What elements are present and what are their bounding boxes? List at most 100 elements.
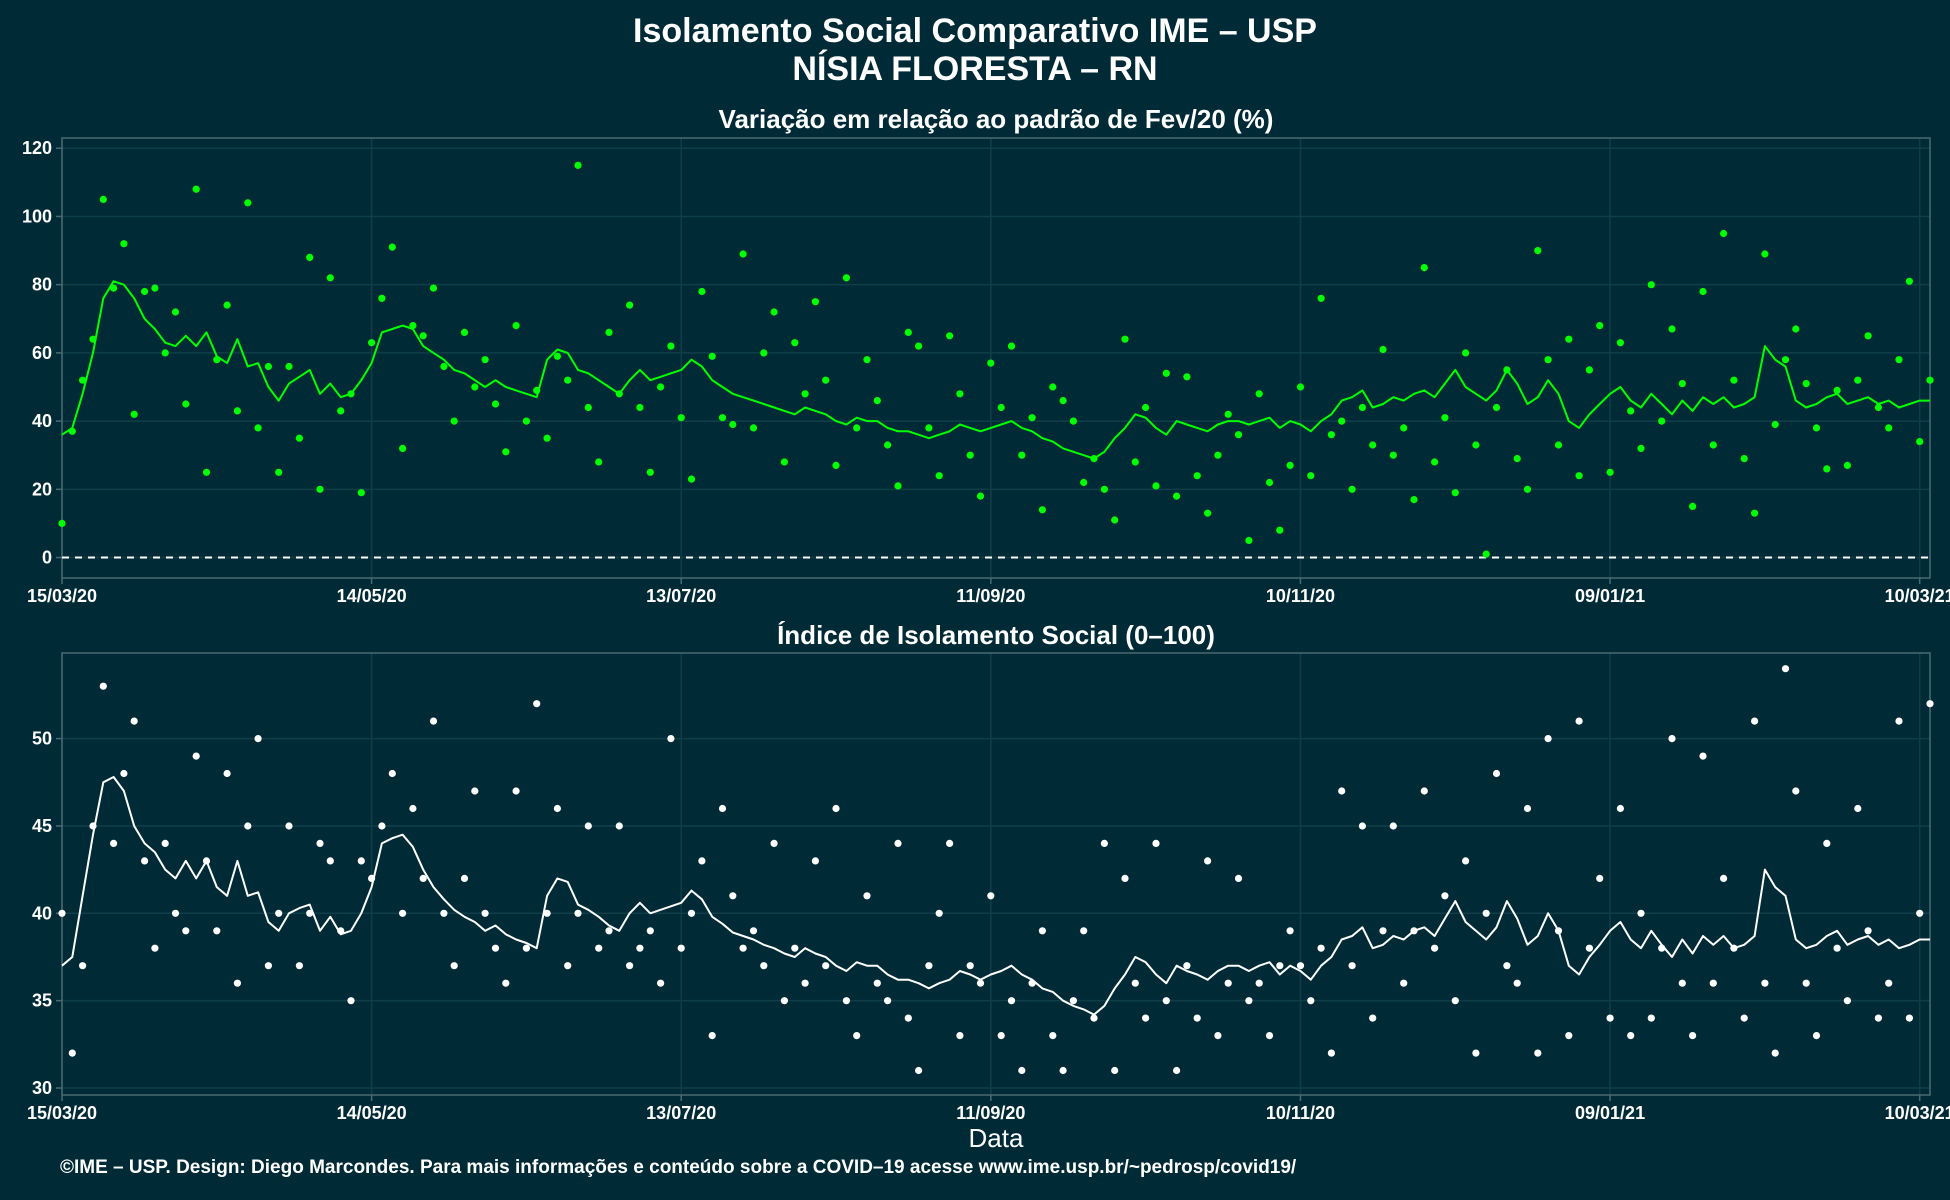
data-point: [295, 962, 303, 970]
data-point: [161, 349, 169, 357]
data-point: [584, 403, 592, 412]
data-point: [120, 769, 128, 778]
data-point: [1534, 247, 1542, 255]
data-point: [729, 420, 737, 429]
data-point: [1441, 892, 1449, 900]
data-point: [1616, 804, 1624, 813]
data-point: [481, 909, 489, 917]
x-tick-label: 13/07/20: [646, 586, 716, 606]
data-point: [1637, 444, 1645, 452]
data-point: [904, 328, 912, 336]
data-point: [1854, 804, 1862, 813]
data-point: [863, 356, 871, 364]
data-point: [739, 944, 747, 952]
moving-average-line: [61, 776, 1930, 1016]
data-point: [1647, 1014, 1655, 1022]
data-point: [1492, 769, 1501, 778]
data-point: [110, 839, 118, 848]
data-point: [1472, 441, 1480, 449]
data-point: [894, 482, 902, 490]
data-point: [956, 390, 964, 398]
data-point: [1111, 516, 1119, 524]
data-point: [399, 444, 407, 452]
data-point: [1327, 1049, 1335, 1057]
data-point: [1492, 403, 1501, 412]
data-point: [946, 332, 954, 340]
data-point: [1596, 322, 1604, 330]
data-point: [1689, 1032, 1697, 1040]
data-point: [130, 717, 138, 725]
data-point: [1720, 229, 1728, 238]
data-point: [378, 822, 386, 830]
data-point: [760, 349, 768, 357]
data-point: [1812, 424, 1821, 432]
data-point: [1162, 997, 1170, 1005]
data-point: [677, 414, 685, 422]
data-point: [1121, 874, 1129, 883]
data-point: [512, 322, 520, 330]
data-point: [151, 284, 159, 292]
data-point: [254, 735, 262, 743]
data-point: [791, 339, 799, 347]
data-point: [1606, 468, 1614, 476]
x-tick-label: 10/03/21: [1885, 1103, 1950, 1123]
data-point: [1069, 417, 1077, 425]
x-tick-label: 10/03/21: [1885, 586, 1950, 606]
data-point: [1627, 1032, 1635, 1040]
y-tick-label: 40: [32, 411, 52, 431]
plot-frame: [61, 652, 1931, 1096]
data-point: [1214, 1032, 1222, 1040]
x-tick-label: 15/03/20: [27, 586, 97, 606]
data-point: [99, 195, 107, 203]
data-point: [502, 448, 510, 456]
data-point: [667, 735, 675, 743]
data-point: [1709, 441, 1717, 449]
data-point: [698, 287, 706, 296]
data-point: [326, 274, 334, 282]
data-point: [667, 342, 675, 350]
data-point: [388, 769, 396, 778]
data-point: [471, 383, 479, 391]
data-point: [791, 944, 799, 952]
data-point: [1761, 979, 1769, 987]
data-point: [264, 962, 272, 970]
data-point: [58, 519, 66, 528]
data-point: [966, 962, 974, 970]
data-point: [1451, 489, 1459, 497]
y-tick-label: 60: [32, 343, 52, 363]
data-point: [1152, 839, 1160, 848]
data-point: [1895, 717, 1903, 725]
data-point: [884, 441, 892, 449]
data-point: [646, 927, 654, 935]
data-point: [1276, 962, 1284, 970]
data-point: [574, 161, 582, 169]
data-point: [1420, 264, 1428, 272]
data-point: [832, 804, 840, 813]
data-point: [925, 424, 933, 432]
data-point: [801, 979, 809, 987]
data-point: [1204, 509, 1212, 517]
data-point: [1802, 380, 1810, 388]
data-point: [636, 944, 644, 952]
y-tick-label: 120: [22, 138, 52, 158]
panel-title: Variação em relação ao padrão de Fev/20 …: [719, 104, 1274, 134]
data-point: [1018, 451, 1026, 459]
data-point: [770, 839, 778, 848]
data-point: [626, 301, 634, 309]
data-point: [832, 461, 840, 469]
data-point: [1059, 397, 1067, 405]
data-point: [1100, 839, 1108, 848]
data-point: [440, 362, 448, 371]
data-point: [1234, 874, 1243, 883]
data-point: [976, 979, 985, 987]
data-point: [718, 414, 727, 422]
data-point: [1296, 962, 1305, 970]
data-point: [1637, 909, 1645, 917]
data-point: [1327, 431, 1335, 439]
data-point: [1369, 441, 1377, 449]
data-point: [1699, 752, 1707, 760]
data-point: [141, 857, 149, 865]
data-point: [884, 997, 892, 1005]
data-point: [357, 857, 365, 865]
data-point: [285, 362, 293, 371]
